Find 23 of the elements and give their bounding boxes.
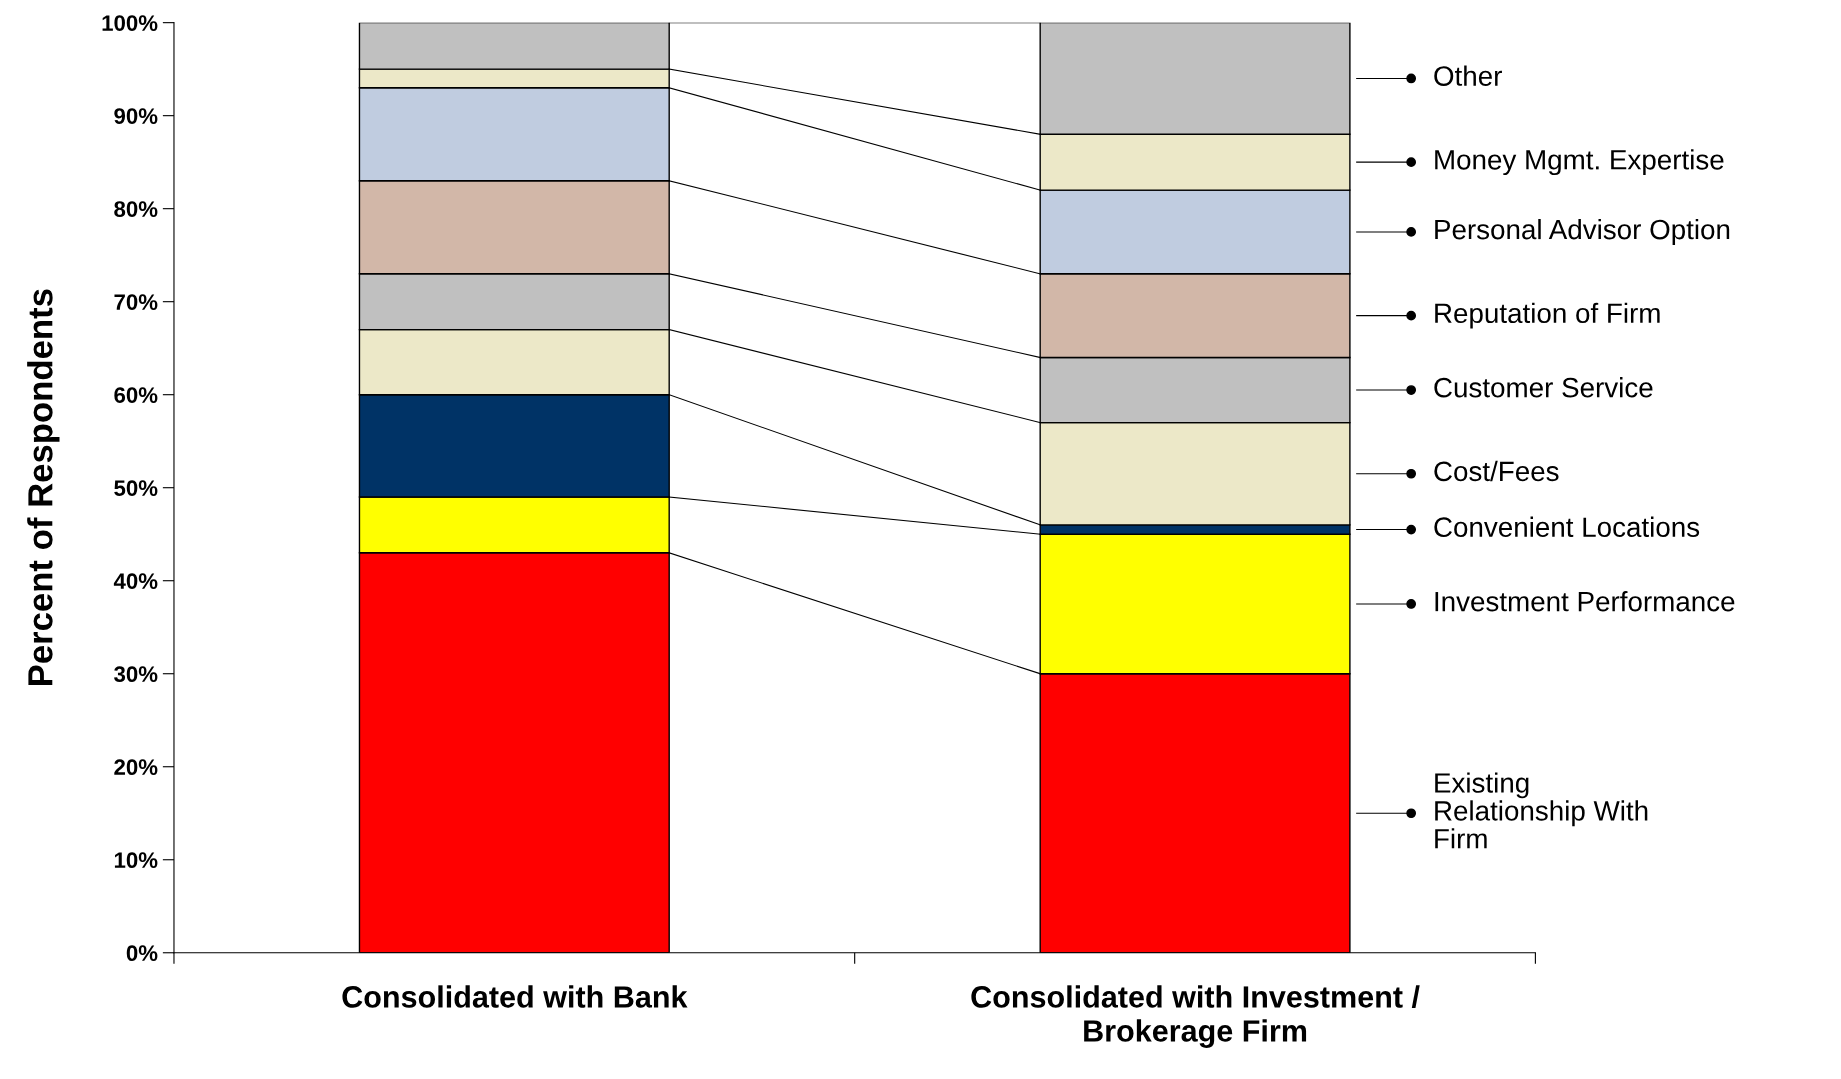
y-axis-title: Percent of Respondents	[27, 289, 60, 686]
y-tick-label: 40%	[113, 573, 158, 589]
legend-label: Money Mgmt. Expertise	[1435, 149, 1724, 176]
legend-label: Existing Relationship With Firm	[1435, 772, 1648, 849]
y-tick-label: 30%	[114, 666, 158, 683]
y-tick-label: 60%	[114, 387, 158, 403]
y-tick-label: 20%	[114, 759, 158, 776]
legend-label: Other	[1434, 65, 1502, 86]
legend-label: Customer Service	[1434, 377, 1653, 398]
legend-label: Convenient Locations	[1434, 516, 1700, 538]
y-tick-label: 10%	[114, 852, 158, 869]
y-tick-label: 90%	[114, 108, 158, 124]
y-tick-label: 70%	[114, 294, 158, 310]
y-tick-label: 100%	[102, 15, 158, 31]
legend-label: Investment Performance	[1435, 591, 1735, 612]
legend-label: Cost/Fees	[1434, 460, 1559, 482]
x-tick-label: Consolidated with Investment / Brokerage Firm	[971, 985, 1420, 1048]
x-tick-label: Consolidated with Bank	[342, 985, 688, 1008]
legend-label: Personal Advisor Option	[1435, 218, 1730, 245]
y-tick-label: 0%	[126, 945, 158, 962]
y-tick-label: 50%	[114, 480, 158, 496]
legend-label: Reputation of Firm	[1435, 302, 1660, 329]
y-tick-label: 80%	[114, 201, 158, 217]
